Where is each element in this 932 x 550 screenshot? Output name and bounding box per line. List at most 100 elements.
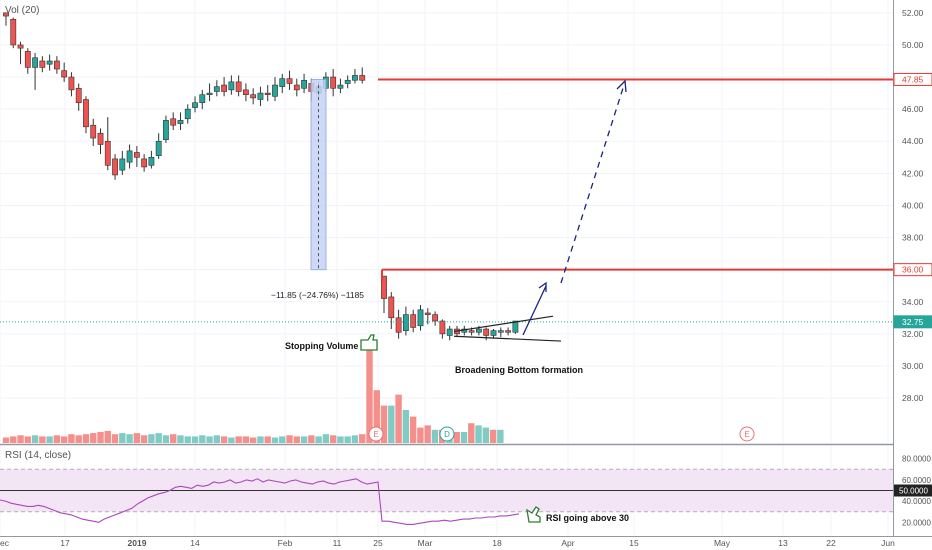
candle-body (388, 296, 395, 319)
candle-body (75, 87, 82, 104)
rsi-tick-label: 60.0000 (902, 476, 931, 485)
price-tick-label: 34.00 (902, 297, 924, 307)
volume-bar (329, 435, 337, 443)
time-tick-label: 11 (333, 538, 342, 548)
price-tick-label: 28.00 (902, 393, 924, 403)
event-marker-label: D (444, 430, 450, 439)
volume-bar (213, 435, 221, 443)
volume-bar (39, 436, 46, 443)
volume-bar (279, 436, 286, 443)
candle-body (337, 84, 344, 89)
time-tick-label: Mar (418, 538, 433, 548)
price-label-box (893, 315, 932, 329)
volume-bar (344, 436, 351, 443)
candle-body (352, 75, 358, 81)
volume-bar (242, 436, 250, 443)
price-tick-label: 42.00 (902, 168, 924, 178)
candle-body (192, 102, 198, 108)
volume-bar (111, 434, 119, 443)
event-marker-icon (439, 426, 455, 442)
price-label: 47.85 (902, 74, 924, 84)
candle-body (90, 124, 97, 139)
rsi-value-box (894, 484, 932, 497)
rsi-title[interactable]: RSI (14, close) (5, 450, 72, 461)
thumbs-up-icon (360, 334, 378, 351)
price-tick-label: 50.00 (902, 40, 924, 50)
volume-bar (97, 432, 104, 443)
volume-bar (104, 430, 111, 443)
candle-body (53, 60, 60, 70)
volume-bar (31, 435, 39, 443)
candle-body (133, 152, 140, 158)
candle-body (126, 150, 133, 163)
price-tick-label: 44.00 (902, 136, 924, 146)
breakout-arrowhead (538, 281, 547, 292)
candle-body (46, 60, 53, 65)
time-tick-label: 25 (373, 538, 383, 548)
price-label: 36.00 (902, 265, 924, 275)
candle-body (410, 314, 417, 328)
broadening-lower-line (453, 335, 562, 342)
candle-body (293, 84, 300, 91)
volume-bar (10, 436, 17, 443)
indicator-label[interactable]: Vol (20) (5, 5, 40, 16)
time-tick-label: 14 (190, 538, 200, 548)
rsi-tick-label: 80.0000 (902, 455, 931, 464)
volume-bar (308, 435, 315, 443)
volume-bar (140, 435, 148, 443)
candle-body (61, 70, 68, 78)
volume-bar (322, 434, 330, 443)
volume-bar (366, 339, 373, 443)
candle-body (272, 84, 278, 97)
candle-body (344, 79, 351, 84)
candle-body (497, 330, 504, 333)
candle-body (250, 94, 257, 99)
candle-body (32, 57, 38, 68)
candle-body (483, 328, 490, 336)
breakout-arrow (522, 285, 547, 336)
candle-body (468, 330, 475, 333)
volume-bar (199, 435, 206, 443)
time-tick-label: 15 (629, 538, 639, 548)
candle-body (505, 330, 511, 333)
price-label-box (893, 263, 932, 277)
price-tick-label: 38.00 (902, 233, 924, 243)
volume-bar (177, 435, 184, 443)
volume-bar (337, 436, 344, 443)
candle-body (395, 317, 402, 333)
time-axis[interactable]: ec 17 2019 14 Feb 11 25 Mar 18 Apr 15 May 13 22 Jun (0, 538, 895, 548)
candle-body (286, 78, 293, 84)
volume-bar (402, 410, 410, 443)
measure-label: −11.85 (−24.76%) −1185 (271, 290, 364, 300)
time-tick-label: Apr (561, 538, 574, 548)
volume-bar (286, 435, 293, 443)
volume-bar (395, 394, 402, 443)
volume-bar (257, 436, 264, 443)
candle-body (141, 158, 148, 168)
candle-body (446, 328, 453, 336)
candle-body (83, 99, 89, 128)
candle-body (177, 120, 184, 124)
volume-bar (60, 436, 68, 443)
candle-body (402, 314, 409, 331)
rsi-tick-label: 20.0000 (902, 518, 931, 527)
volume-bars (2, 339, 504, 443)
candle-body (330, 76, 337, 89)
target-arrowhead (616, 79, 627, 93)
volume-bar (75, 435, 82, 443)
price-tick-label: 30.00 (902, 361, 924, 371)
volume-bar (249, 437, 257, 443)
volume-bar (359, 434, 366, 443)
candle-body (155, 140, 162, 156)
price-tick-label: 46.00 (902, 104, 924, 114)
price-axis[interactable]: 52.0050.0048.0046.0044.0042.0040.0038.00… (0, 0, 932, 537)
candle-body (184, 108, 191, 120)
candle-body (170, 118, 177, 126)
candle-body (104, 140, 111, 166)
volume-bar (148, 434, 155, 443)
candle-body (199, 94, 206, 104)
candle-body (301, 79, 307, 89)
event-marker-label: E (744, 430, 749, 439)
volume-bar (220, 436, 228, 443)
